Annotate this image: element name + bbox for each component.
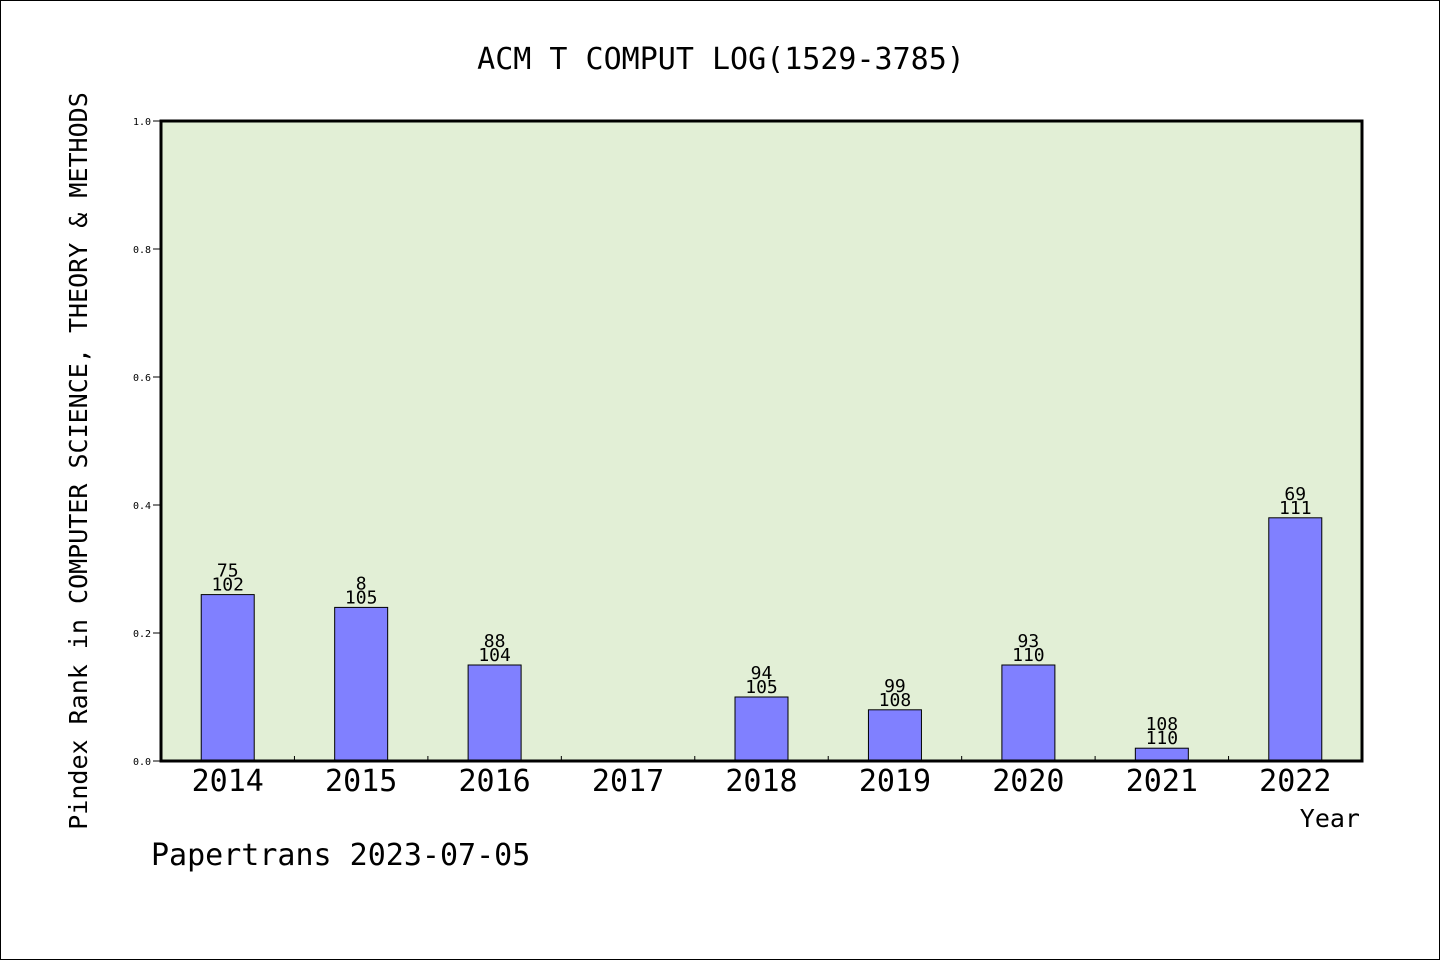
y-tick-label: 0.6 bbox=[133, 373, 151, 384]
x-tick-label: 2017 bbox=[592, 764, 664, 799]
x-tick-label: 2018 bbox=[725, 764, 797, 799]
y-tick-label: 1.0 bbox=[133, 117, 151, 128]
bar-2016 bbox=[467, 664, 522, 762]
chart-title: ACM T COMPUT LOG(1529-3785) bbox=[477, 42, 965, 77]
bar-label-top: 69 bbox=[1284, 484, 1306, 505]
bar-2021 bbox=[1134, 747, 1189, 762]
plot-frame bbox=[159, 119, 1364, 763]
bar-label-top: 108 bbox=[1146, 714, 1179, 735]
bar-label-top: 99 bbox=[884, 676, 906, 697]
footer-credit: Papertrans 2023-07-05 bbox=[151, 838, 530, 873]
y-tick-label: 0.0 bbox=[133, 757, 151, 768]
x-tick-label: 2015 bbox=[325, 764, 397, 799]
y-tick-label: 0.8 bbox=[133, 245, 151, 256]
bar-series bbox=[200, 517, 1323, 762]
y-tick-label: 0.2 bbox=[133, 629, 151, 640]
x-axis-label: Year bbox=[1300, 804, 1360, 833]
y-axis: 0.0 0.2 0.4 0.6 0.8 1.0 bbox=[133, 117, 161, 768]
bar-2018 bbox=[734, 696, 789, 762]
bar-label-bottom: 110 bbox=[1146, 728, 1179, 749]
bar-label-bottom: 105 bbox=[345, 587, 378, 608]
x-tick-label: 2020 bbox=[992, 764, 1064, 799]
x-tick-label: 2022 bbox=[1259, 764, 1331, 799]
bar-2015 bbox=[334, 606, 389, 762]
x-axis: 2014 2015 2016 2017 2018 2019 2020 2021 2022 bbox=[192, 756, 1331, 799]
bar-label-bottom: 102 bbox=[211, 575, 244, 596]
x-tick-label: 2014 bbox=[192, 764, 264, 799]
bar-label-top: 94 bbox=[751, 663, 773, 684]
bar-2022 bbox=[1268, 517, 1323, 762]
bar-label-top: 93 bbox=[1018, 631, 1040, 652]
x-tick-label: 2021 bbox=[1126, 764, 1198, 799]
bar-label-bottom: 110 bbox=[1012, 645, 1045, 666]
bar-2014 bbox=[200, 594, 255, 762]
bar-label-bottom: 104 bbox=[478, 645, 511, 666]
bar-label-bottom: 111 bbox=[1279, 498, 1312, 519]
y-tick-label: 0.4 bbox=[133, 501, 151, 512]
y-axis-label: Pindex Rank in COMPUTER SCIENCE, THEORY … bbox=[64, 92, 93, 830]
bar-label-bottom: 108 bbox=[879, 690, 912, 711]
bar-2020 bbox=[1001, 664, 1056, 762]
bar-label-top: 88 bbox=[484, 631, 506, 652]
bar-label-bottom: 105 bbox=[745, 677, 778, 698]
bar-label-top: 8 bbox=[356, 573, 367, 594]
x-tick-label: 2019 bbox=[859, 764, 931, 799]
x-tick-label: 2016 bbox=[458, 764, 530, 799]
bar-label-top: 75 bbox=[217, 561, 239, 582]
bar-2019 bbox=[867, 709, 922, 762]
